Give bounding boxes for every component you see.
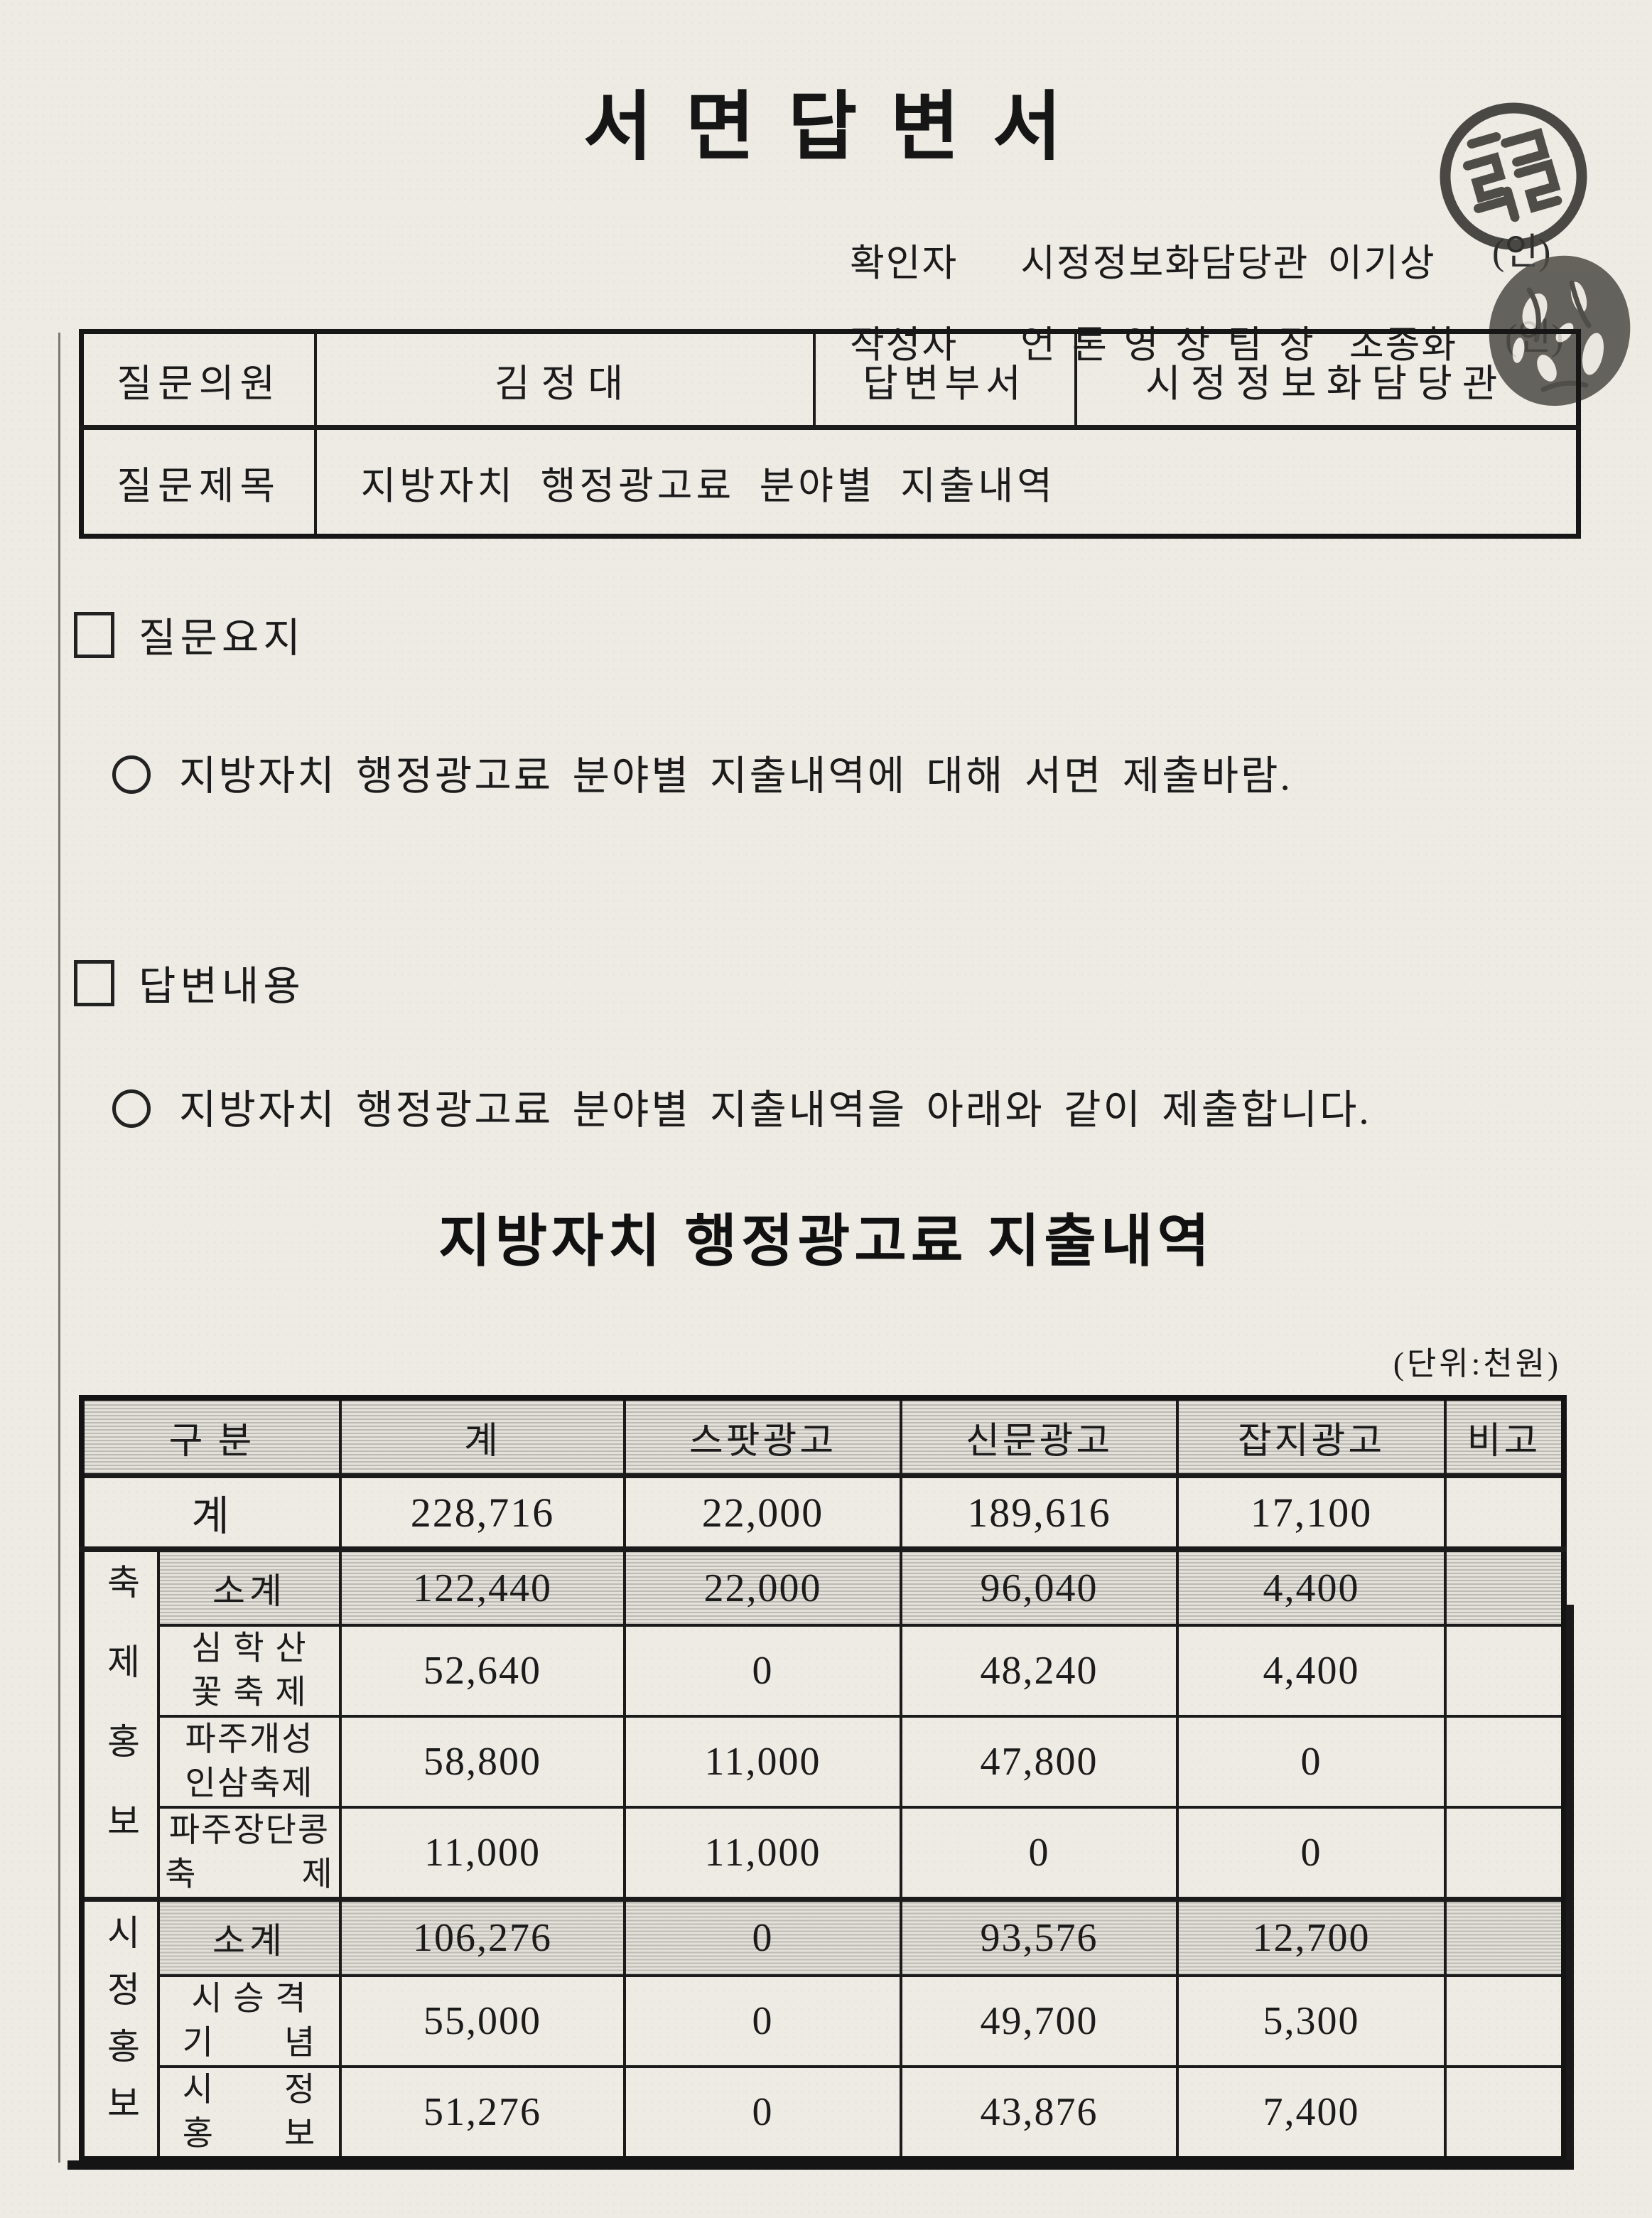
group-label-festival-promotion: 축제홍보 xyxy=(80,1548,160,1901)
expense-table: 구 분 계 스팟광고 신문광고 잡지광고 비고 계 228,716 22,000… xyxy=(79,1395,1567,2163)
grand-total-note xyxy=(1444,1474,1565,1552)
festival-subtotal-row: 축제홍보 소계 122,440 22,000 96,040 4,400 xyxy=(80,1548,1565,1901)
elevation-note xyxy=(1444,1974,1565,2069)
question-title-value: 지방자치 행정광고료 분야별 지출내역 xyxy=(313,426,1580,538)
elevation-magazine: 5,300 xyxy=(1176,1974,1447,2069)
answer-dept-value: 시정정보화담당관 xyxy=(1074,330,1580,430)
elevation-sum: 55,000 xyxy=(339,1974,626,2069)
bean-sum: 11,000 xyxy=(339,1806,626,1901)
grand-total-spot: 22,000 xyxy=(623,1474,902,1552)
answer-dept-label: 답변부서 xyxy=(812,330,1077,430)
col-header-total: 계 xyxy=(339,1396,626,1478)
answer-section-title: 답변내용 xyxy=(139,964,305,1009)
answer-bullet-text: 지방자치 행정광고료 분야별 지출내역을 아래와 같이 제출합니다. xyxy=(179,1088,1371,1133)
answer-section-heading: 답변내용 xyxy=(74,954,305,1012)
table-row-bean: 파주장단콩 축 제 11,000 11,000 0 0 xyxy=(82,1806,1565,1901)
festival-subtotal-note xyxy=(1444,1548,1565,1627)
city-pr-sum: 51,276 xyxy=(339,2065,626,2161)
scan-bottom-border-line xyxy=(68,2160,1574,2170)
simhaksan-newspaper: 48,240 xyxy=(900,1623,1179,1718)
city-subtotal-row: 시정홍보 소계 106,276 0 93,576 12,700 xyxy=(80,1897,1565,2161)
grand-total-magazine: 17,100 xyxy=(1176,1474,1447,1552)
festival-subtotal-sum: 122,440 xyxy=(339,1548,626,1627)
question-bullet-line: 지방자치 행정광고료 분야별 지출내역에 대해 서면 제출바람. xyxy=(112,743,1292,802)
bean-newspaper: 0 xyxy=(900,1806,1179,1901)
city-pr-magazine: 7,400 xyxy=(1176,2065,1447,2161)
city-subtotal-label: 소계 xyxy=(157,1897,342,1978)
festival-subtotal-spot: 22,000 xyxy=(623,1548,902,1627)
city-subtotal-newspaper: 93,576 xyxy=(900,1897,1179,1978)
ginseng-spot: 11,000 xyxy=(623,1715,902,1809)
col-header-category: 구 분 xyxy=(80,1396,342,1478)
checkbox-icon xyxy=(74,959,114,1006)
table-row-city-pr: 시 정 홍 보 51,276 0 43,876 7,400 xyxy=(82,2065,1565,2161)
bean-note xyxy=(1444,1806,1565,1901)
verifier-name: 이기상 xyxy=(1327,243,1436,284)
city-pr-spot: 0 xyxy=(623,2065,902,2161)
table-row-city-elevation: 시 승 격 기 념 55,000 0 49,700 5,300 xyxy=(82,1974,1565,2069)
simhaksan-sum: 52,640 xyxy=(339,1623,626,1718)
col-header-magazine-ad: 잡지광고 xyxy=(1176,1396,1447,1478)
grand-total-row: 계 228,716 22,000 189,616 17,100 xyxy=(80,1474,1565,1552)
grand-total-newspaper: 189,616 xyxy=(900,1474,1179,1552)
festival-subtotal-label: 소계 xyxy=(157,1548,342,1627)
city-subtotal-sum: 106,276 xyxy=(339,1897,626,1978)
bean-magazine: 0 xyxy=(1176,1806,1447,1901)
scan-left-edge-line xyxy=(58,333,60,2163)
col-header-note: 비고 xyxy=(1444,1396,1565,1478)
simhaksan-magazine: 4,400 xyxy=(1176,1623,1447,1718)
elevation-spot: 0 xyxy=(623,1974,902,2069)
elevation-newspaper: 49,700 xyxy=(900,1974,1179,2069)
ginseng-sum: 58,800 xyxy=(339,1715,626,1809)
question-section-title: 질문요지 xyxy=(139,616,305,661)
grand-total-sum: 228,716 xyxy=(339,1474,626,1552)
qa-info-table: 질문의원 김정대 답변부서 시정정보화담당관 질문제목 지방자치 행정광고료 분… xyxy=(79,329,1581,539)
festival-subtotal-newspaper: 96,040 xyxy=(900,1548,1179,1627)
scan-right-border-line xyxy=(1566,1605,1574,2160)
row-label-paju-gaeseong-ginseng-festival: 파주개성 인삼축제 xyxy=(157,1715,342,1809)
verifier-label: 확인자 xyxy=(850,243,959,284)
ginseng-magazine: 0 xyxy=(1176,1715,1447,1809)
expense-table-header-row: 구 분 계 스팟광고 신문광고 잡지광고 비고 xyxy=(80,1396,1565,1478)
col-header-newspaper-ad: 신문광고 xyxy=(900,1396,1179,1478)
ginseng-note xyxy=(1444,1715,1565,1809)
festival-subtotal-magazine: 4,400 xyxy=(1176,1548,1447,1627)
grand-total-label: 계 xyxy=(80,1474,342,1552)
group-label-city-promotion: 시정홍보 xyxy=(80,1897,160,2161)
city-subtotal-magazine: 12,700 xyxy=(1176,1897,1447,1978)
row-label-simhaksan-flower-festival: 심 학 산 꽃 축 제 xyxy=(157,1623,342,1718)
table-row-simhaksan: 심 학 산 꽃 축 제 52,640 0 48,240 4,400 xyxy=(82,1623,1565,1718)
question-bullet-text: 지방자치 행정광고료 분야별 지출내역에 대해 서면 제출바람. xyxy=(179,754,1292,799)
row-label-city-pr: 시 정 홍 보 xyxy=(157,2065,342,2161)
row-label-paju-jangdan-bean-festival: 파주장단콩 축 제 xyxy=(157,1806,342,1901)
city-pr-newspaper: 43,876 xyxy=(900,2065,1179,2161)
unit-note: (단위:천원) xyxy=(1393,1346,1561,1382)
question-section-heading: 질문요지 xyxy=(74,605,305,664)
question-member-value: 김정대 xyxy=(313,330,816,430)
circle-bullet-icon xyxy=(112,755,151,794)
row-label-city-elevation-anniversary: 시 승 격 기 념 xyxy=(157,1974,342,2069)
simhaksan-spot: 0 xyxy=(623,1623,902,1718)
bean-spot: 11,000 xyxy=(623,1806,902,1901)
question-member-label: 질문의원 xyxy=(80,330,317,430)
verifier-role: 시정정보화담당관 xyxy=(1020,243,1310,284)
question-title-label: 질문제목 xyxy=(80,426,317,538)
ginseng-newspaper: 47,800 xyxy=(900,1715,1179,1809)
city-subtotal-note xyxy=(1444,1897,1565,1978)
answer-bullet-line: 지방자치 행정광고료 분야별 지출내역을 아래와 같이 제출합니다. xyxy=(112,1077,1371,1136)
checkbox-icon xyxy=(74,611,114,658)
simhaksan-note xyxy=(1444,1623,1565,1718)
city-pr-note xyxy=(1444,2065,1565,2161)
table-row-ginseng: 파주개성 인삼축제 58,800 11,000 47,800 0 xyxy=(82,1715,1565,1809)
verifier-line: 확인자 시정정보화담당관 이기상 xyxy=(850,233,1436,287)
document-title: 서 면 답 변 서 xyxy=(583,86,1069,169)
circle-bullet-icon xyxy=(112,1089,151,1128)
city-subtotal-spot: 0 xyxy=(623,1897,902,1978)
col-header-spot-ad: 스팟광고 xyxy=(623,1396,902,1478)
expense-table-title: 지방자치 행정광고료 지출내역 xyxy=(438,1210,1214,1273)
carved-circular-seal-icon xyxy=(1440,102,1587,250)
